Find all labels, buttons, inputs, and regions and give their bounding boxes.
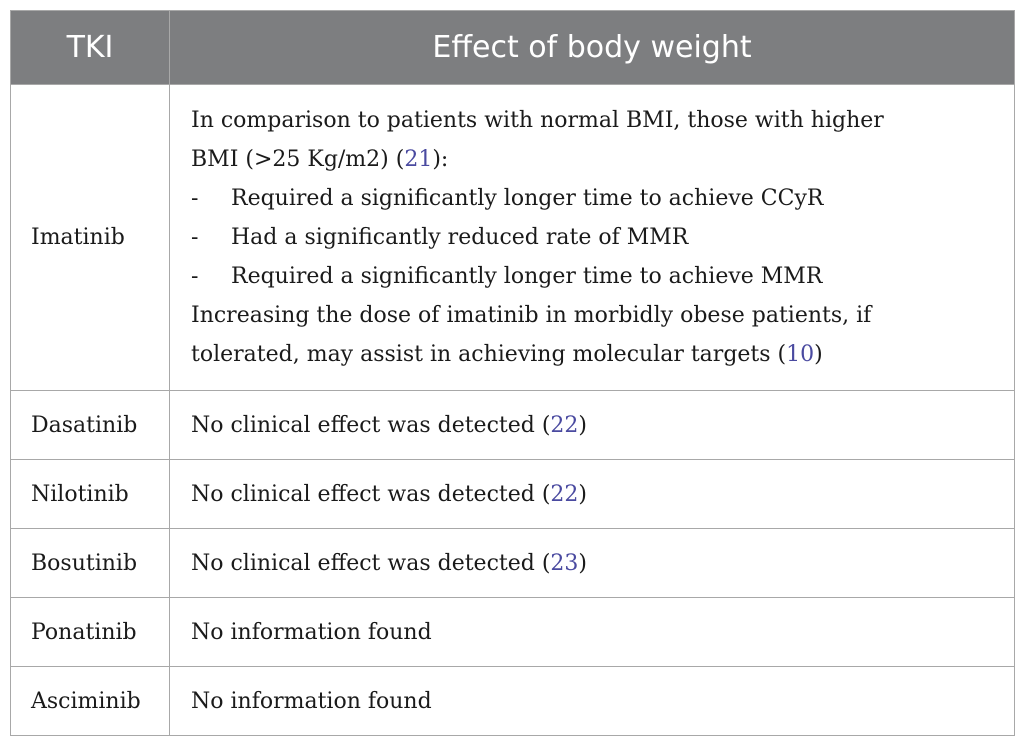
effect-end: ): [578, 412, 588, 438]
tki-cell: Dasatinib: [10, 390, 170, 460]
tki-cell: Asciminib: [10, 666, 170, 736]
effect-outro-line: tolerated, may assist in achieving molec…: [191, 335, 1000, 374]
effect-outro-line: Increasing the dose of imatinib in morbi…: [191, 296, 1000, 335]
effect-text: No information found: [191, 619, 432, 645]
effect-outro-text: tolerated, may assist in achieving molec…: [191, 342, 787, 367]
reference-link[interactable]: 10: [786, 342, 815, 367]
effect-intro-line: BMI (>25 Kg/m2) (21):: [191, 140, 1000, 179]
effect-intro-text: In comparison to patients with normal BM…: [191, 108, 884, 133]
reference-link[interactable]: 23: [550, 550, 579, 576]
effect-intro-line: In comparison to patients with normal BM…: [191, 101, 1000, 140]
effect-cell: No clinical effect was detected (22): [169, 390, 1015, 460]
table-row: Bosutinib No clinical effect was detecte…: [10, 528, 1015, 598]
effect-text: No clinical effect was detected (: [191, 412, 551, 438]
tki-cell: Ponatinib: [10, 597, 170, 667]
effect-text: No clinical effect was detected (: [191, 550, 551, 576]
effect-bullet: - Required a significantly longer time to…: [191, 179, 1000, 218]
tki-cell: Bosutinib: [10, 528, 170, 598]
table-row: Ponatinib No information found: [10, 597, 1015, 667]
header-row: TKI Effect of body weight: [10, 10, 1015, 85]
table-row: Asciminib No information found: [10, 666, 1015, 736]
tki-cell: Nilotinib: [10, 459, 170, 529]
effect-cell: In comparison to patients with normal BM…: [169, 84, 1015, 391]
header-effect: Effect of body weight: [169, 10, 1015, 85]
table-row: Dasatinib No clinical effect was detecte…: [10, 390, 1015, 460]
effect-bullet: - Had a significantly reduced rate of MMR: [191, 218, 1000, 257]
bullet-dash: -: [191, 186, 199, 211]
effect-cell: No clinical effect was detected (23): [169, 528, 1015, 598]
table-row: Nilotinib No clinical effect was detecte…: [10, 459, 1015, 529]
tki-body-weight-table: TKI Effect of body weight Imatinib In co…: [10, 10, 1015, 736]
header-tki: TKI: [10, 10, 170, 85]
tki-cell: Imatinib: [10, 84, 170, 391]
bullet-text: Had a significantly reduced rate of MMR: [231, 225, 689, 250]
table-header: TKI Effect of body weight: [10, 10, 1015, 85]
effect-intro-end: ):: [432, 147, 449, 172]
bullet-dash: -: [191, 264, 199, 289]
effect-intro-text: BMI (>25 Kg/m2) (: [191, 147, 405, 172]
effect-cell: No information found: [169, 666, 1015, 736]
bullet-text: Required a significantly longer time to …: [231, 264, 823, 289]
reference-link[interactable]: 22: [550, 412, 579, 438]
bullet-dash: -: [191, 225, 199, 250]
effect-bullet: - Required a significantly longer time to…: [191, 257, 1000, 296]
reference-link[interactable]: 21: [404, 147, 433, 172]
effect-text: No information found: [191, 688, 432, 714]
effect-outro-end: ): [814, 342, 823, 367]
bullet-text: Required a significantly longer time to …: [231, 186, 824, 211]
effect-cell: No clinical effect was detected (22): [169, 459, 1015, 529]
effect-text: No clinical effect was detected (: [191, 481, 551, 507]
table-body: Imatinib In comparison to patients with …: [10, 84, 1015, 736]
effect-cell: No information found: [169, 597, 1015, 667]
effect-end: ): [578, 550, 588, 576]
table-row: Imatinib In comparison to patients with …: [10, 84, 1015, 391]
effect-outro-text: Increasing the dose of imatinib in morbi…: [191, 303, 872, 328]
reference-link[interactable]: 22: [550, 481, 579, 507]
effect-end: ): [578, 481, 588, 507]
